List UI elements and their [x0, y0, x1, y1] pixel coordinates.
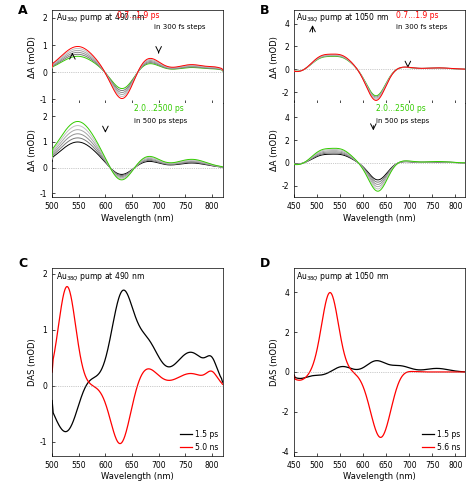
Text: 2.0...2500 ps: 2.0...2500 ps	[134, 104, 184, 113]
Text: B: B	[260, 4, 270, 17]
Y-axis label: ΔA (mOD): ΔA (mOD)	[28, 36, 37, 77]
Text: D: D	[260, 257, 270, 270]
Text: 2.0...2500 ps: 2.0...2500 ps	[376, 104, 426, 113]
Y-axis label: ΔA (mOD): ΔA (mOD)	[270, 129, 279, 171]
Text: in 300 fs steps: in 300 fs steps	[155, 24, 206, 30]
Text: in 500 ps steps: in 500 ps steps	[134, 119, 187, 124]
Legend: 1.5 ps, 5.6 ns: 1.5 ps, 5.6 ns	[422, 430, 461, 452]
Text: C: C	[18, 257, 27, 270]
Text: Au$_{38Q}$ pump at 490 nm: Au$_{38Q}$ pump at 490 nm	[55, 11, 145, 24]
Y-axis label: ΔA (mOD): ΔA (mOD)	[28, 129, 37, 171]
Legend: 1.5 ps, 5.0 ns: 1.5 ps, 5.0 ns	[180, 430, 219, 452]
Text: 0.7...1.9 ps: 0.7...1.9 ps	[117, 11, 159, 20]
X-axis label: Wavelength (nm): Wavelength (nm)	[101, 472, 173, 481]
Text: Au$_{38Q}$ pump at 1050 nm: Au$_{38Q}$ pump at 1050 nm	[296, 270, 390, 283]
Text: A: A	[18, 4, 27, 17]
Text: Au$_{38Q}$ pump at 1050 nm: Au$_{38Q}$ pump at 1050 nm	[296, 11, 390, 24]
Text: Au$_{38Q}$ pump at 490 nm: Au$_{38Q}$ pump at 490 nm	[55, 270, 145, 283]
Text: in 300 fs steps: in 300 fs steps	[396, 24, 448, 30]
X-axis label: Wavelength (nm): Wavelength (nm)	[343, 472, 416, 481]
X-axis label: Wavelength (nm): Wavelength (nm)	[101, 214, 173, 223]
Y-axis label: DAS (mOD): DAS (mOD)	[270, 338, 279, 386]
Y-axis label: ΔA (mOD): ΔA (mOD)	[270, 36, 279, 77]
Y-axis label: DAS (mOD): DAS (mOD)	[28, 338, 37, 386]
X-axis label: Wavelength (nm): Wavelength (nm)	[343, 214, 416, 223]
Text: in 500 ps steps: in 500 ps steps	[376, 119, 429, 124]
Text: 0.7...1.9 ps: 0.7...1.9 ps	[396, 11, 439, 20]
